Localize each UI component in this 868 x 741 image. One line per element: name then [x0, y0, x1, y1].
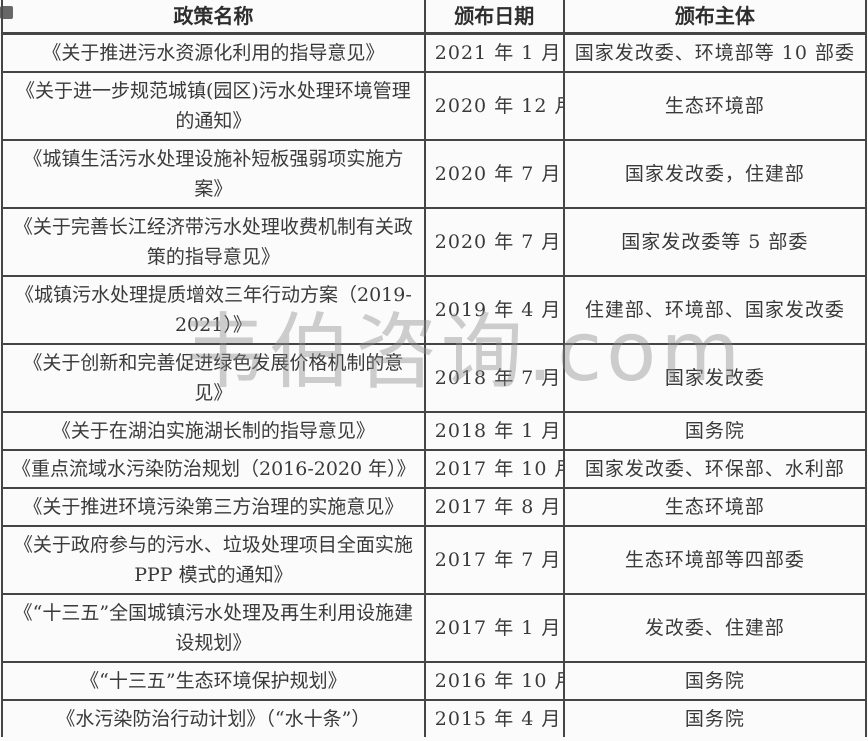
table-row: 《重点流域水污染防治规划（2016-2020 年）》 2017 年 10 月国家发…	[1, 449, 868, 489]
table-row: 《“十三五”生态环境保护规划》 2016 年 10 月国务院	[1, 661, 868, 701]
table-row: 《水污染防治行动计划》（“水十条”） 2015 年 4 月国务院	[1, 699, 868, 737]
issuer-cell: 生态环境部	[562, 487, 868, 527]
publish-date-cell: 2020 年 7 月	[423, 207, 565, 277]
issuer-cell: 国家发改委	[562, 343, 868, 413]
issuer-cell: 生态环境部	[562, 71, 868, 141]
policy-name-cell: 《关于推进环境污染第三方治理的实施意见》	[1, 487, 426, 527]
publish-date-cell: 2017 年 1 月	[423, 593, 565, 663]
policy-table-body: 《关于推进污水资源化利用的指导意见》 2021 年 1 月国家发改委、环境部等 1…	[1, 32, 868, 737]
policy-name-cell: 《重点流域水污染防治规划（2016-2020 年）》	[1, 449, 426, 489]
policy-name-cell: 《关于在湖泊实施湖长制的指导意见》	[1, 411, 426, 451]
issuer-cell: 国家发改委，住建部	[562, 139, 868, 209]
table-row: 《城镇污水处理提质增效三年行动方案（2019-2021）》 2019 年 4 月住…	[1, 275, 868, 345]
header-issuer: 颁布主体	[562, 0, 868, 35]
header-publish-date: 颁布日期	[423, 0, 565, 35]
policy-name-cell: 《关于创新和完善促进绿色发展价格机制的意见》	[1, 343, 426, 413]
table-header-row: 政策名称 颁布日期 颁布主体	[1, 0, 868, 35]
policy-name-cell: 《城镇生活污水处理设施补短板强弱项实施方案》	[1, 139, 426, 209]
issuer-cell: 发改委、住建部	[562, 593, 868, 663]
policy-name-cell: 《关于完善长江经济带污水处理收费机制有关政策的指导意见》	[1, 207, 426, 277]
table-row: 《关于进一步规范城镇(园区)污水处理环境管理的通知》 2020 年 12 月生态环…	[1, 71, 868, 141]
publish-date-cell: 2015 年 4 月	[423, 699, 565, 737]
publish-date-cell: 2017 年 7 月	[423, 525, 565, 595]
issuer-cell: 国家发改委、环境部等 10 部委	[562, 32, 868, 73]
issuer-cell: 国家发改委、环保部、水利部	[562, 449, 868, 489]
table-row: 《关于在湖泊实施湖长制的指导意见》 2018 年 1 月国务院	[1, 411, 868, 451]
table-row: 《关于完善长江经济带污水处理收费机制有关政策的指导意见》 2020 年 7 月国家…	[1, 207, 868, 277]
table-row: 《关于推进污水资源化利用的指导意见》 2021 年 1 月国家发改委、环境部等 1…	[1, 32, 868, 73]
policy-name-cell: 《水污染防治行动计划》（“水十条”）	[1, 699, 426, 737]
table-row: 《关于政府参与的污水、垃圾处理项目全面实施 PPP 模式的通知》 2017 年 7…	[1, 525, 868, 595]
publish-date-cell: 2019 年 4 月	[423, 275, 565, 345]
issuer-cell: 生态环境部等四部委	[562, 525, 868, 595]
policy-name-cell: 《“十三五”全国城镇污水处理及再生利用设施建设规划》	[1, 593, 426, 663]
issuer-cell: 国务院	[562, 661, 868, 701]
table-row: 《关于推进环境污染第三方治理的实施意见》 2017 年 8 月生态环境部	[1, 487, 868, 527]
scan-artifact-smudge	[0, 6, 13, 19]
publish-date-cell: 2017 年 8 月	[423, 487, 565, 527]
policy-name-cell: 《关于政府参与的污水、垃圾处理项目全面实施 PPP 模式的通知》	[1, 525, 426, 595]
issuer-cell: 国务院	[562, 699, 868, 737]
publish-date-cell: 2018 年 7 月	[423, 343, 565, 413]
policy-name-cell: 《城镇污水处理提质增效三年行动方案（2019-2021）》	[1, 275, 426, 345]
publish-date-cell: 2020 年 12 月	[423, 71, 565, 141]
table-row: 《“十三五”全国城镇污水处理及再生利用设施建设规划》 2017 年 1 月发改委、…	[1, 593, 868, 663]
publish-date-cell: 2021 年 1 月	[423, 32, 565, 73]
issuer-cell: 住建部、环境部、国家发改委	[562, 275, 868, 345]
header-policy-name: 政策名称	[1, 0, 426, 35]
publish-date-cell: 2016 年 10 月	[423, 661, 565, 701]
policy-name-cell: 《关于进一步规范城镇(园区)污水处理环境管理的通知》	[1, 71, 426, 141]
issuer-cell: 国务院	[562, 411, 868, 451]
publish-date-cell: 2020 年 7 月	[423, 139, 565, 209]
publish-date-cell: 2017 年 10 月	[423, 449, 565, 489]
policy-name-cell: 《关于推进污水资源化利用的指导意见》	[1, 32, 426, 73]
table-row: 《关于创新和完善促进绿色发展价格机制的意见》 2018 年 7 月国家发改委	[1, 343, 868, 413]
policy-name-cell: 《“十三五”生态环境保护规划》	[1, 661, 426, 701]
table-row: 《城镇生活污水处理设施补短板强弱项实施方案》 2020 年 7 月国家发改委，住建…	[1, 139, 868, 209]
issuer-cell: 国家发改委等 5 部委	[562, 207, 868, 277]
publish-date-cell: 2018 年 1 月	[423, 411, 565, 451]
